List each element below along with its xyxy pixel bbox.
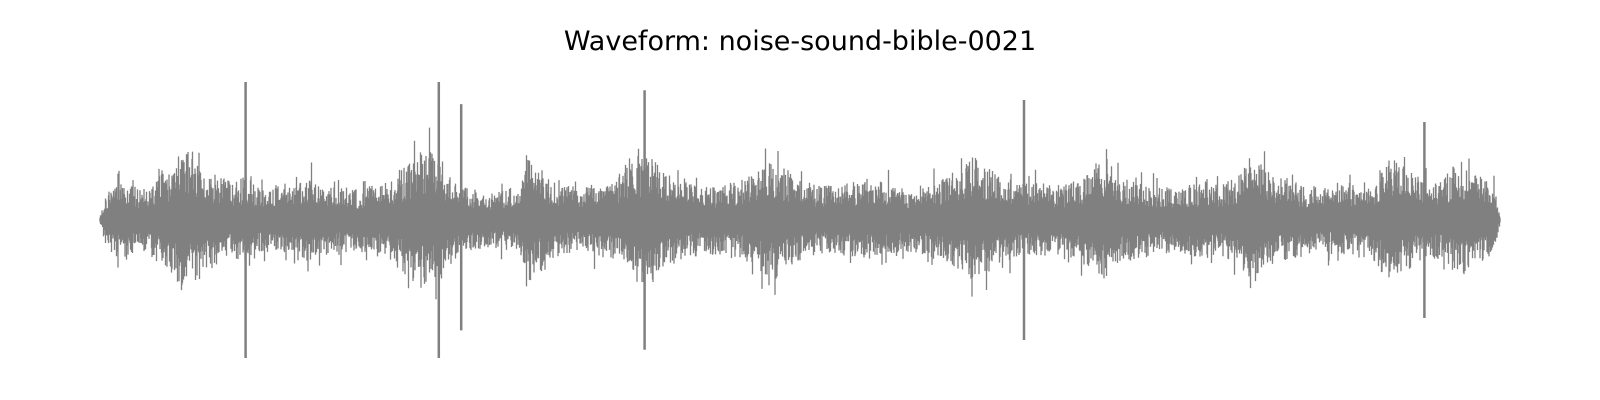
chart-title: Waveform: noise-sound-bible-0021	[563, 26, 1037, 57]
waveform-line	[99, 127, 1501, 300]
waveform-series	[99, 82, 1501, 358]
